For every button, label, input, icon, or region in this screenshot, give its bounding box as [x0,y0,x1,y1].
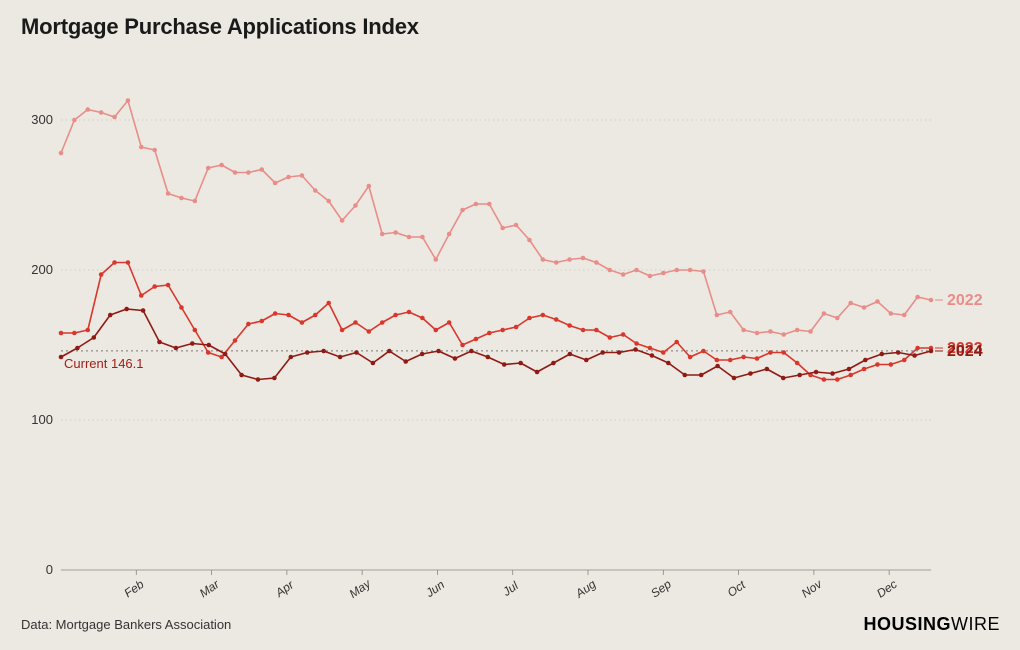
svg-text:Nov: Nov [799,576,825,600]
svg-text:Current 146.1: Current 146.1 [64,356,144,371]
svg-text:Aug: Aug [572,577,599,601]
svg-text:Mar: Mar [197,576,223,600]
svg-text:Oct: Oct [725,577,749,600]
svg-text:2024: 2024 [947,343,983,360]
svg-text:Feb: Feb [122,577,147,601]
svg-text:200: 200 [31,262,53,277]
data-source: Data: Mortgage Bankers Association [21,617,231,632]
brand-part-a: HOUSING [863,614,951,634]
chart-title: Mortgage Purchase Applications Index [21,14,419,40]
svg-text:Apr: Apr [272,577,297,600]
svg-text:100: 100 [31,412,53,427]
brand-logo: HOUSINGWIRE [863,614,1000,635]
svg-text:Dec: Dec [874,577,900,601]
svg-text:Sep: Sep [648,577,674,601]
svg-text:300: 300 [31,112,53,127]
line-chart-svg: 0 100 200 300 Current 146.1 Feb Mar Apr May Jun Ju… [21,50,999,610]
brand-part-b: WIRE [951,614,1000,634]
svg-text:2022: 2022 [947,292,983,309]
svg-text:Jun: Jun [422,577,447,600]
svg-text:0: 0 [46,562,53,577]
svg-text:May: May [347,576,374,601]
svg-text:Jul: Jul [499,578,521,599]
chart-area: 0 100 200 300 Current 146.1 Feb Mar Apr May Jun Ju… [21,50,999,610]
